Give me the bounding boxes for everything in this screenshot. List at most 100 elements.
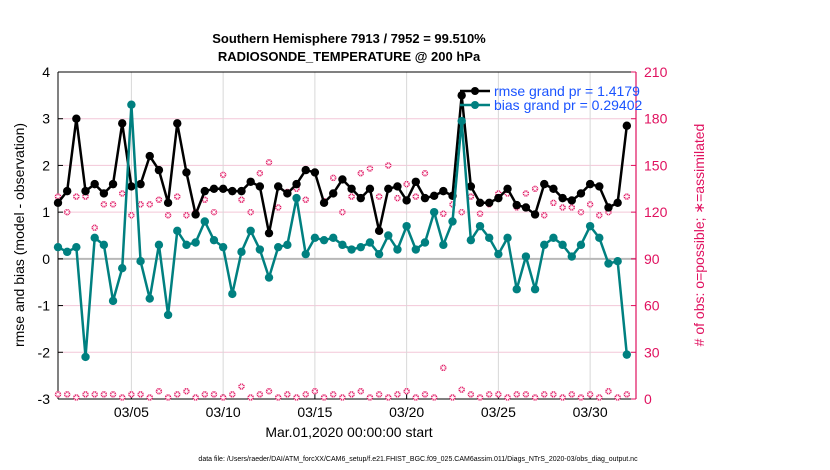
obs-count-marker [256, 391, 264, 398]
obs-possible-marker [210, 208, 218, 216]
obs-count-marker [421, 391, 429, 398]
bias-point [218, 242, 228, 252]
y-tick-label: -3 [38, 391, 51, 407]
bias-point [191, 238, 200, 247]
obs-possible-marker [375, 193, 383, 200]
obs-count-marker [586, 391, 594, 398]
rmse-point [301, 165, 310, 175]
bias-point [209, 235, 219, 245]
obs-count-marker [412, 394, 420, 401]
tick-labels: -3 -2 -1 0 1 2 3 4 0 30 60 90 120 150 180 210 03/05 03/10… [38, 64, 668, 420]
bias-point [145, 294, 154, 303]
obs-possible-marker [183, 212, 190, 219]
obs-possible-marker [541, 212, 548, 219]
obs-asterisk [541, 391, 548, 398]
rmse-point [540, 179, 549, 189]
rmse-point [393, 182, 402, 191]
rmse-point [99, 189, 109, 198]
obs-asterisk [330, 391, 337, 398]
obs-possible-marker [302, 196, 309, 203]
rmse-point [604, 203, 613, 212]
y-tick-label: 1 [42, 204, 50, 220]
obs-asterisk [467, 391, 474, 398]
bias-point [374, 249, 384, 259]
bias-point [53, 242, 63, 252]
obs-possible-marker [238, 196, 245, 203]
obs-asterisk [64, 209, 71, 216]
obs-asterisk [458, 386, 465, 393]
rmse-point [549, 184, 558, 193]
obs-count-marker [183, 388, 190, 395]
obs-possible-marker [385, 162, 392, 169]
obs-count-marker [495, 391, 502, 398]
bias-point [530, 285, 540, 294]
obs-asterisk [550, 199, 557, 206]
obs-asterisk [394, 195, 401, 202]
obs-possible-marker [394, 194, 401, 202]
bias-point [457, 116, 466, 126]
obs-count-marker [577, 394, 585, 401]
obs-asterisk [256, 170, 263, 177]
obs-asterisk [522, 190, 529, 197]
obs-count-marker [568, 391, 575, 398]
obs-count-marker [467, 391, 475, 398]
rmse-point [512, 200, 521, 210]
rmse-point [292, 179, 301, 189]
bias-point [329, 233, 338, 243]
obs-count-marker [605, 388, 612, 395]
legend-rmse-label: rmse grand pr = 1.4179 [494, 83, 640, 99]
obs-possible-marker [265, 159, 273, 166]
obs-count-marker [238, 383, 245, 390]
obs-count-marker [146, 394, 153, 401]
rmse-point [127, 182, 136, 191]
obs-asterisk [532, 394, 539, 401]
obs-count-marker [614, 394, 621, 401]
rmse-point [420, 193, 430, 203]
rmse-point [402, 196, 411, 205]
bias-point [310, 233, 320, 243]
rmse-point [246, 177, 255, 186]
bias-point [494, 249, 503, 259]
obs-asterisk [504, 394, 511, 401]
x-tick-label: 03/20 [389, 404, 424, 420]
obs-asterisk [458, 209, 465, 216]
rmse-point [567, 196, 576, 205]
obs-asterisk [614, 394, 621, 401]
rmse-point [329, 189, 338, 198]
obs-asterisk [201, 196, 208, 203]
rmse-point [576, 189, 586, 198]
bias-point [439, 240, 448, 250]
obs-asterisk [146, 201, 153, 208]
obs-count-marker [210, 391, 218, 398]
obs-asterisk [477, 394, 484, 401]
obs-asterisk [568, 391, 575, 398]
obs-count-marker [559, 394, 566, 401]
bias-point [62, 247, 72, 257]
obs-count-marker [63, 391, 71, 398]
rmse-point [264, 228, 274, 238]
rmse-point [319, 198, 329, 207]
obs-asterisk [302, 196, 309, 203]
obs-asterisk [275, 204, 282, 211]
obs-count-marker [440, 364, 447, 372]
obs-asterisk [73, 394, 80, 401]
obs-asterisk [284, 391, 291, 398]
rmse-point [429, 191, 439, 200]
obs-possible-marker [522, 190, 530, 197]
obs-asterisk [174, 391, 181, 398]
obs-asterisk [110, 201, 117, 208]
obs-asterisk [339, 394, 346, 401]
obs-asterisk [210, 391, 217, 398]
obs-asterisk [403, 181, 410, 188]
legend-rmse-marker [471, 87, 479, 95]
obs-asterisk [421, 170, 428, 177]
bias-point [127, 100, 136, 109]
obs-count-marker [128, 391, 135, 398]
rmse-point [273, 182, 283, 191]
obs-possible-marker [155, 196, 163, 203]
obs-asterisk [541, 212, 548, 219]
obs-asterisk [449, 201, 456, 208]
bias-point [503, 233, 512, 243]
obs-asterisk [128, 391, 135, 398]
